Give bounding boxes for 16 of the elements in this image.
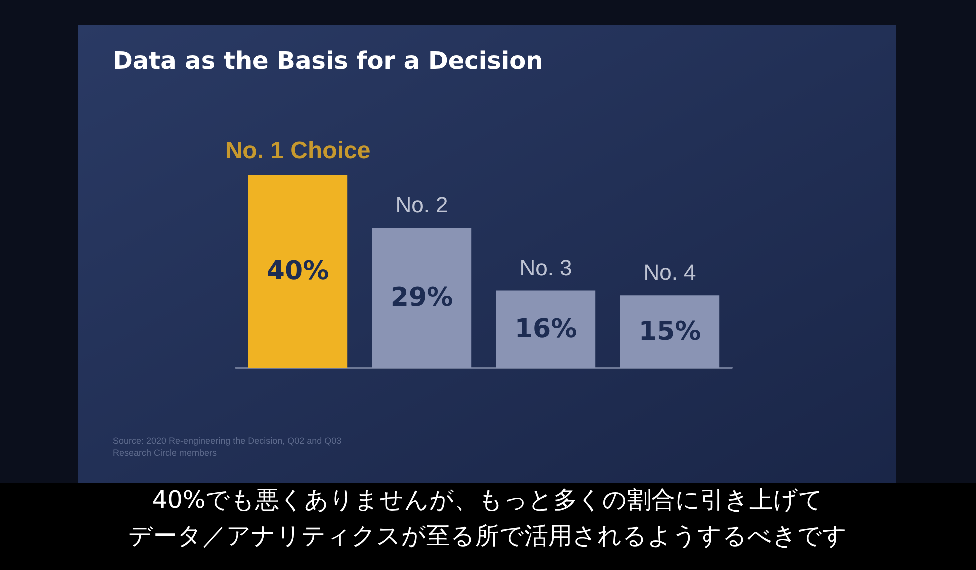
data-label: 16% bbox=[514, 314, 578, 344]
chart-title: Data as the Basis for a Decision bbox=[113, 47, 544, 75]
source-note: Source: 2020 Re-engineering the Decision, Q02 and Q03 Research Circle members bbox=[113, 436, 342, 458]
text: 40%でも悪くありませんが、もっと多くの割合に引き上げて bbox=[152, 486, 824, 514]
bar bbox=[620, 296, 720, 368]
x-tick-label: No. 3 bbox=[520, 255, 572, 280]
data-label: 15% bbox=[638, 316, 702, 347]
data-label: 40% bbox=[266, 256, 330, 286]
data-label: 29% bbox=[390, 283, 454, 314]
x-tick-label: No. 4 bbox=[644, 260, 696, 286]
bar bbox=[496, 290, 596, 368]
bar bbox=[248, 175, 348, 368]
bar bbox=[372, 228, 472, 368]
x-tick-label: No. 1 Choice bbox=[225, 138, 371, 164]
x-tick-label: No. 2 bbox=[396, 192, 448, 218]
text: データ／アナリティクスが至る所で活用されるようするべきです bbox=[128, 522, 848, 550]
